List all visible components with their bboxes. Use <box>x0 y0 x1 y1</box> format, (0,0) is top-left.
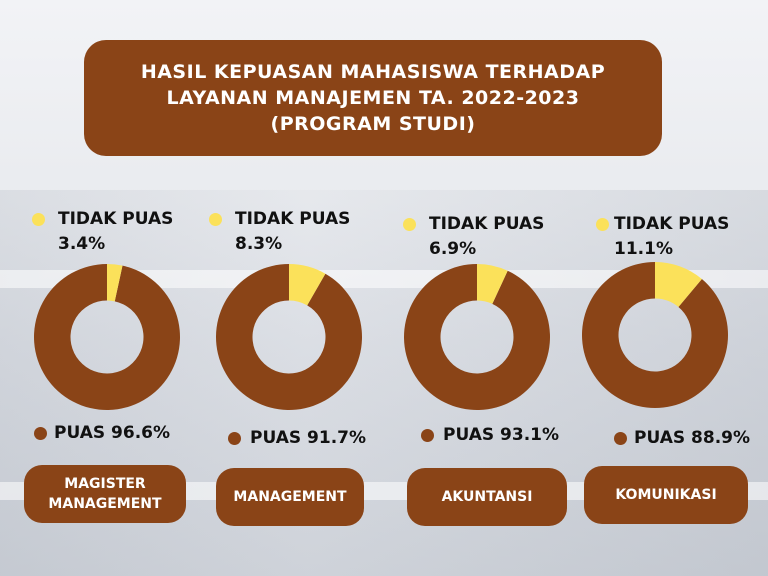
tidak-puas-legend-label: TIDAK PUAS <box>614 214 730 234</box>
donut-slice-tidak-puas <box>289 264 326 306</box>
donut-chart <box>34 264 180 410</box>
tidak-puas-value: 6.9% <box>429 239 477 259</box>
category-box-magister-management: MAGISTER MANAGEMENT <box>24 465 186 523</box>
donut-slice-puas <box>582 262 728 408</box>
puas-legend-dot <box>34 427 47 440</box>
tidak-puas-legend-label: TIDAK PUAS <box>429 214 545 234</box>
tidak-puas-value: 8.3% <box>235 234 283 254</box>
category-label: AKUNTANSI <box>441 489 533 505</box>
category-box-akuntansi: AKUNTANSI <box>407 468 567 526</box>
donut-chart <box>404 264 550 410</box>
puas-value: PUAS 93.1% <box>443 425 560 445</box>
background-band <box>0 482 768 500</box>
tidak-puas-legend-label: TIDAK PUAS <box>58 209 174 229</box>
puas-legend-dot <box>421 429 434 442</box>
category-label: MANAGEMENT <box>233 489 347 505</box>
category-label-line-1: MAGISTER <box>64 476 146 492</box>
category-label: KOMUNIKASI <box>615 487 717 503</box>
tidak-puas-value: 3.4% <box>58 234 106 254</box>
category-box-management: MANAGEMENT <box>216 468 364 526</box>
puas-value: PUAS 96.6% <box>54 423 171 443</box>
tidak-puas-legend-label: TIDAK PUAS <box>235 209 351 229</box>
tidak-puas-legend-dot <box>209 213 222 226</box>
donut-chart <box>582 262 728 408</box>
title-line-2: LAYANAN MANAJEMEN TA. 2022-2023 <box>166 87 580 109</box>
category-label-line-2: MANAGEMENT <box>48 496 162 512</box>
donut-slice-tidak-puas <box>655 262 702 308</box>
tidak-puas-legend-dot <box>32 213 45 226</box>
donut-chart <box>216 264 362 410</box>
puas-value: PUAS 88.9% <box>634 428 751 448</box>
tidak-puas-value: 11.1% <box>614 239 673 259</box>
puas-legend-dot <box>614 432 627 445</box>
title-banner: HASIL KEPUASAN MAHASISWA TERHADAP LAYANA… <box>84 40 662 156</box>
category-box-komunikasi: KOMUNIKASI <box>584 466 748 524</box>
donut-slice-puas <box>34 264 180 410</box>
background-band <box>0 270 768 288</box>
tidak-puas-legend-dot <box>403 218 416 231</box>
donut-slice-puas <box>404 264 550 410</box>
donut-slice-tidak-puas <box>477 264 508 304</box>
title-line-1: HASIL KEPUASAN MAHASISWA TERHADAP <box>140 61 606 83</box>
puas-value: PUAS 91.7% <box>250 428 367 448</box>
donut-slice-tidak-puas <box>107 264 123 302</box>
title-line-3: (PROGRAM STUDI) <box>270 113 476 135</box>
donut-slice-puas <box>216 264 362 410</box>
puas-legend-dot <box>228 432 241 445</box>
tidak-puas-legend-dot <box>596 218 609 231</box>
